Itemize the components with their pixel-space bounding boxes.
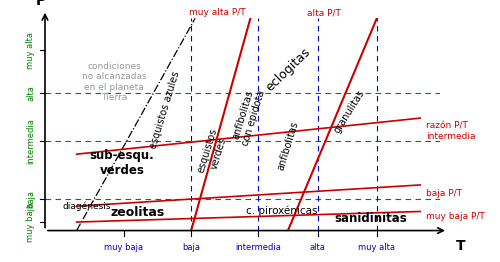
Text: c. piroxénicas: c. piroxénicas — [246, 205, 318, 216]
Text: intermedia: intermedia — [236, 243, 281, 252]
Text: intermedia: intermedia — [26, 118, 35, 164]
Text: esquistos azules: esquistos azules — [149, 70, 182, 150]
Text: P: P — [36, 0, 46, 8]
Text: sanidinitas: sanidinitas — [334, 212, 407, 225]
Text: granulitas: granulitas — [332, 88, 366, 135]
Text: baja P/T: baja P/T — [426, 189, 462, 198]
Text: razón P/T
intermedia: razón P/T intermedia — [426, 121, 476, 140]
Text: muy alta: muy alta — [358, 243, 396, 252]
Text: eclogitas: eclogitas — [263, 45, 313, 94]
Text: alta: alta — [310, 243, 326, 252]
Text: muy alta P/T: muy alta P/T — [188, 8, 245, 17]
Text: muy baja P/T: muy baja P/T — [426, 212, 485, 221]
Text: muy baja: muy baja — [26, 203, 35, 242]
Text: alta P/T: alta P/T — [306, 8, 340, 17]
Text: alta: alta — [26, 85, 35, 101]
Text: condiciones
no alcanzadas
en el planeta
Tierra: condiciones no alcanzadas en el planeta … — [82, 62, 146, 102]
Text: baja: baja — [26, 190, 35, 208]
Text: zeolitas: zeolitas — [110, 206, 165, 219]
Text: muy alta: muy alta — [26, 32, 35, 69]
Text: T: T — [456, 239, 466, 253]
Text: diagénesis: diagénesis — [62, 201, 110, 211]
Text: anfibolitas
con epidota: anfibolitas con epidota — [230, 85, 267, 147]
Text: baja: baja — [182, 243, 200, 252]
Text: muy baja: muy baja — [104, 243, 144, 252]
Text: anfibolitas: anfibolitas — [276, 120, 300, 172]
Text: sub-esqu.
verdes: sub-esqu. verdes — [90, 149, 154, 177]
Text: esquistos
verdes: esquistos verdes — [196, 127, 230, 177]
